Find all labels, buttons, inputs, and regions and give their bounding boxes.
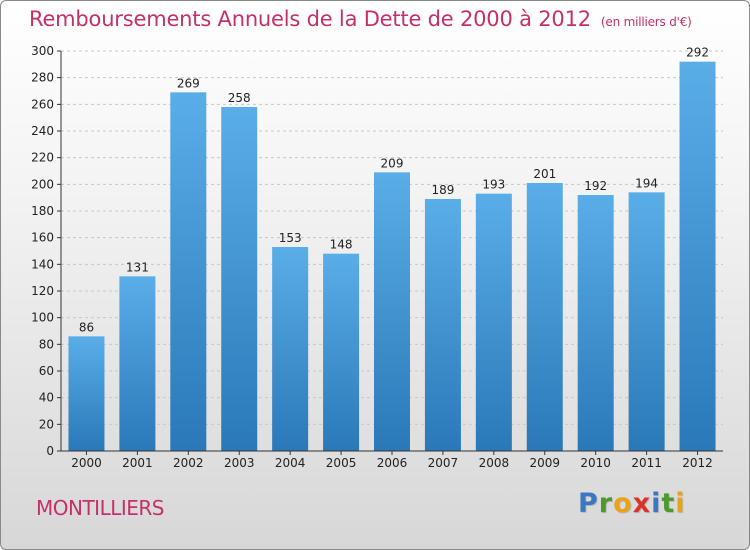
x-tick-label-2006: 2006 bbox=[377, 456, 408, 470]
bar-2007 bbox=[424, 199, 461, 451]
y-tick-label: 120 bbox=[31, 284, 54, 298]
bar-2006 bbox=[374, 172, 410, 452]
y-tick-label: 240 bbox=[31, 124, 54, 138]
y-tick-label: 60 bbox=[39, 364, 54, 378]
logo-letter: x bbox=[632, 488, 652, 519]
data-label-2011: 194 bbox=[635, 176, 658, 190]
bar-2008 bbox=[475, 193, 512, 451]
logo-letter: o bbox=[613, 488, 633, 519]
bar-2000 bbox=[68, 336, 105, 451]
proxiti-logo: Proxiti bbox=[578, 488, 686, 519]
y-tick-label: 80 bbox=[39, 337, 54, 351]
data-label-2002: 269 bbox=[177, 76, 200, 90]
x-tick-label-2003: 2003 bbox=[224, 456, 255, 470]
bar-2005 bbox=[323, 253, 360, 451]
data-label-2005: 148 bbox=[330, 238, 353, 252]
bars: 86 131 269 258 153 148 209 189 193 201 192 194 292 bbox=[68, 46, 716, 452]
bar-2011 bbox=[628, 192, 665, 452]
logo-letter: r bbox=[598, 488, 614, 519]
title-text: Remboursements Annuels de la Dette de 20… bbox=[29, 7, 591, 31]
data-label-2001: 131 bbox=[126, 260, 149, 274]
data-label-2008: 193 bbox=[482, 178, 505, 192]
data-label-2003: 258 bbox=[228, 91, 251, 105]
bar-2010 bbox=[577, 195, 614, 451]
x-tick-label-2001: 2001 bbox=[122, 456, 153, 470]
units-label: (en milliers d'€) bbox=[600, 15, 692, 29]
logo-letter: P bbox=[578, 488, 599, 519]
bar-2001 bbox=[119, 276, 156, 451]
y-tick-label: 180 bbox=[31, 204, 54, 218]
y-axis: 0 20 40 60 80 100 120 140 160 180 200 220 240 260 280 3… bbox=[31, 44, 62, 458]
x-tick-label-2012: 2012 bbox=[682, 456, 713, 470]
y-tick-label: 0 bbox=[46, 444, 54, 458]
x-tick-label-2000: 2000 bbox=[71, 456, 102, 470]
x-axis: 2000 2001 2002 2003 2004 2005 2006 2007 2008 2009… bbox=[61, 450, 723, 470]
data-label-2004: 153 bbox=[279, 231, 302, 245]
y-tick-label: 260 bbox=[31, 97, 54, 111]
x-tick-label-2004: 2004 bbox=[275, 456, 306, 470]
data-label-2007: 189 bbox=[431, 183, 454, 197]
y-tick-label: 200 bbox=[31, 177, 54, 191]
logo-letter: t bbox=[661, 488, 676, 519]
data-label-2012: 292 bbox=[686, 46, 709, 60]
y-tick-label: 280 bbox=[31, 71, 54, 85]
bar-2004 bbox=[272, 247, 309, 451]
x-tick-label-2008: 2008 bbox=[479, 456, 510, 470]
logo-letter: i bbox=[651, 488, 662, 519]
x-tick-label-2009: 2009 bbox=[529, 456, 560, 470]
bar-2002 bbox=[170, 92, 207, 451]
y-tick-label: 100 bbox=[31, 311, 54, 325]
x-tick-label-2011: 2011 bbox=[631, 456, 662, 470]
y-tick-label: 300 bbox=[31, 44, 54, 58]
y-tick-label: 20 bbox=[39, 417, 54, 431]
y-tick-label: 40 bbox=[39, 391, 54, 405]
y-tick-label: 160 bbox=[31, 231, 54, 245]
data-label-2000: 86 bbox=[79, 320, 94, 334]
data-label-2006: 209 bbox=[381, 156, 404, 170]
y-tick-label: 140 bbox=[31, 257, 54, 271]
x-tick-label-2010: 2010 bbox=[580, 456, 611, 470]
chart-title: Remboursements Annuels de la Dette de 20… bbox=[29, 7, 692, 31]
data-label-2009: 201 bbox=[533, 167, 556, 181]
bar-2003 bbox=[221, 107, 258, 451]
x-tick-label-2007: 2007 bbox=[428, 456, 459, 470]
logo-letter: i bbox=[675, 488, 686, 519]
y-tick-label: 220 bbox=[31, 151, 54, 165]
city-name: MONTILLIERS bbox=[36, 496, 165, 520]
x-tick-label-2005: 2005 bbox=[326, 456, 357, 470]
bar-2012 bbox=[679, 61, 716, 452]
bar-2009 bbox=[526, 183, 563, 451]
x-tick-label-2002: 2002 bbox=[173, 456, 204, 470]
data-label-2010: 192 bbox=[584, 179, 607, 193]
